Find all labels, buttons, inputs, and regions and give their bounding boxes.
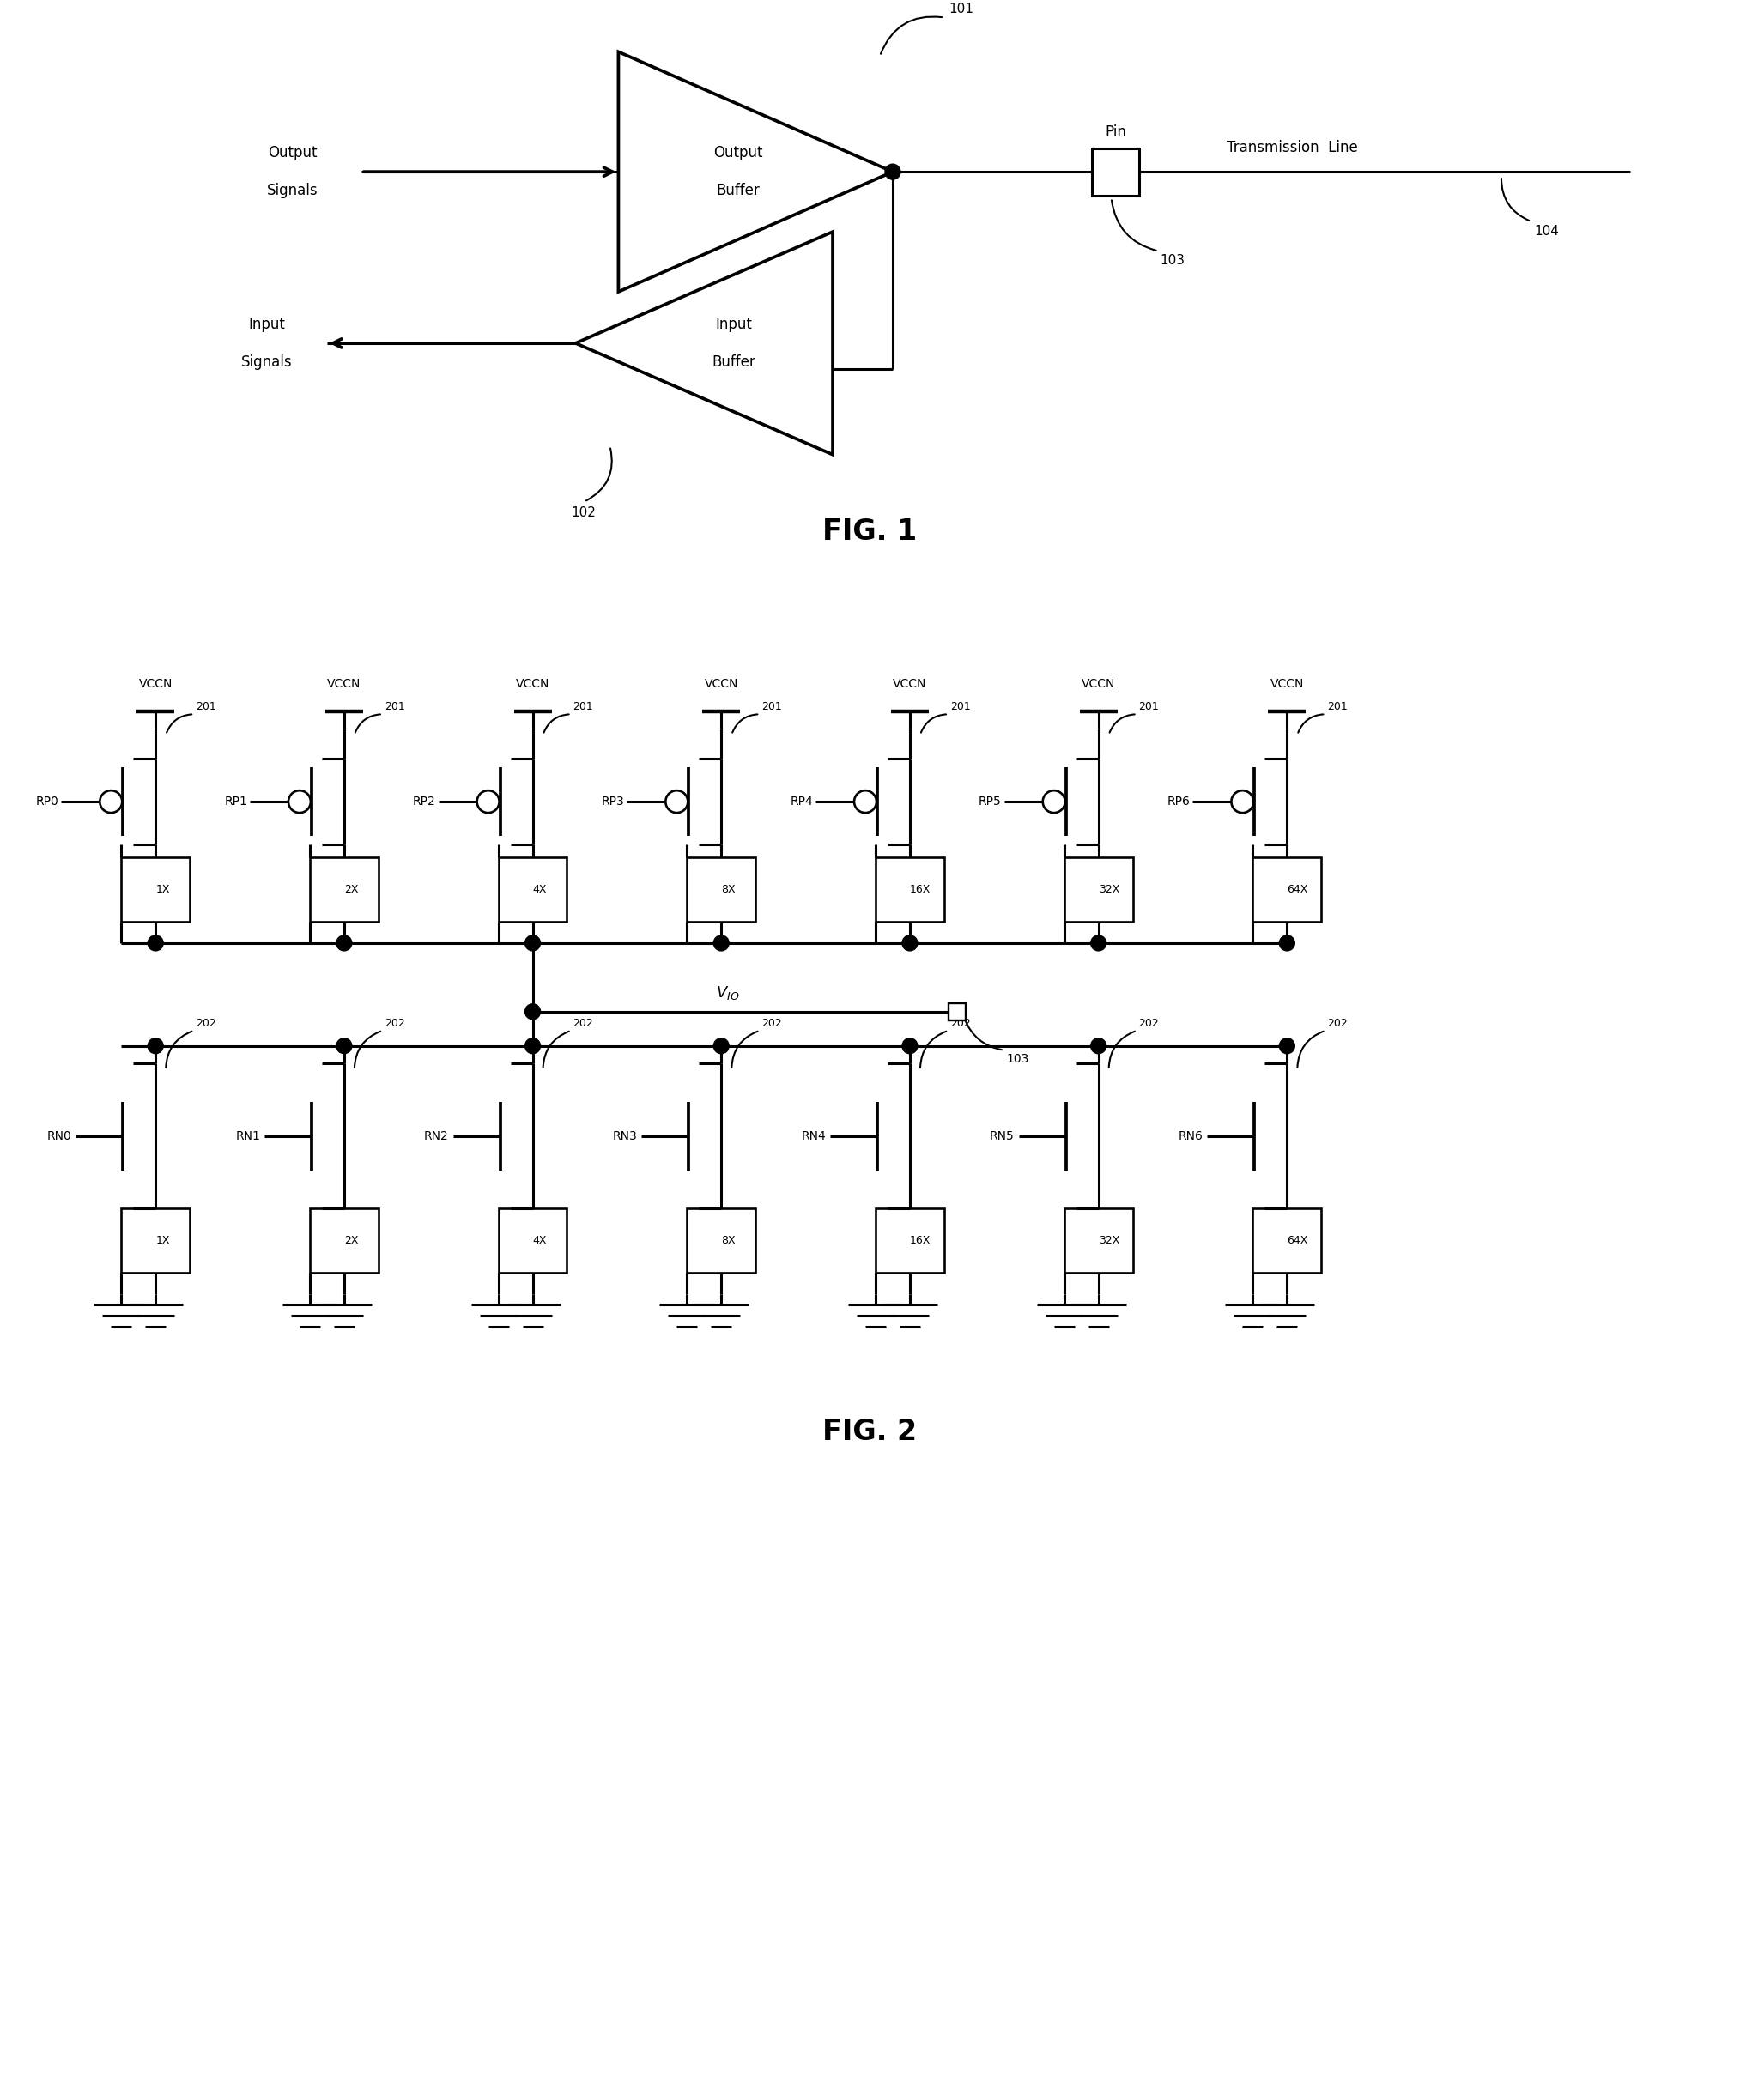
Circle shape <box>901 1037 917 1054</box>
Text: 201: 201 <box>1138 701 1159 712</box>
Text: 64X: 64X <box>1288 1235 1308 1247</box>
Text: 201: 201 <box>385 701 405 712</box>
Text: 32X: 32X <box>1098 1235 1119 1247</box>
Bar <box>687 857 755 922</box>
Text: RP1: RP1 <box>224 796 247 809</box>
Text: 4X: 4X <box>532 1235 546 1247</box>
Text: 32X: 32X <box>1098 884 1119 895</box>
Text: 103: 103 <box>1161 254 1185 267</box>
Text: 202: 202 <box>572 1019 593 1029</box>
Text: Transmission  Line: Transmission Line <box>1227 141 1359 155</box>
Circle shape <box>713 1037 729 1054</box>
Text: 202: 202 <box>1328 1019 1349 1029</box>
Text: 201: 201 <box>762 701 781 712</box>
Text: RN2: RN2 <box>425 1130 449 1142</box>
Text: RP5: RP5 <box>978 796 1002 809</box>
Text: RP3: RP3 <box>602 796 625 809</box>
Text: 104: 104 <box>1535 225 1559 237</box>
Circle shape <box>525 934 541 951</box>
Text: 1X: 1X <box>155 1235 171 1247</box>
Text: 2X: 2X <box>345 1235 358 1247</box>
Circle shape <box>1279 1037 1295 1054</box>
Bar <box>1093 149 1140 195</box>
Bar <box>1253 1210 1321 1273</box>
Text: Output: Output <box>268 145 317 162</box>
Text: 201: 201 <box>950 701 971 712</box>
Text: 202: 202 <box>385 1019 405 1029</box>
Text: VCCN: VCCN <box>1270 678 1303 691</box>
Bar <box>122 1210 190 1273</box>
Text: 8X: 8X <box>722 1235 736 1247</box>
Text: VCCN: VCCN <box>327 678 360 691</box>
Bar <box>498 1210 567 1273</box>
Bar <box>1065 857 1133 922</box>
Bar <box>875 857 945 922</box>
Text: VCCN: VCCN <box>1082 678 1115 691</box>
Circle shape <box>336 1037 351 1054</box>
Text: 16X: 16X <box>910 1235 931 1247</box>
Bar <box>875 1210 945 1273</box>
Text: VCCN: VCCN <box>893 678 927 691</box>
Text: VCCN: VCCN <box>705 678 738 691</box>
Text: RN1: RN1 <box>235 1130 259 1142</box>
Bar <box>498 857 567 922</box>
Text: 64X: 64X <box>1288 884 1308 895</box>
Bar <box>687 1210 755 1273</box>
Circle shape <box>901 934 917 951</box>
Text: 201: 201 <box>1328 701 1349 712</box>
Text: Pin: Pin <box>1105 124 1126 139</box>
Text: Input: Input <box>249 317 285 332</box>
Text: VCCN: VCCN <box>515 678 550 691</box>
Text: Input: Input <box>715 317 752 332</box>
Text: RN4: RN4 <box>800 1130 827 1142</box>
Text: RN0: RN0 <box>47 1130 71 1142</box>
Text: Buffer: Buffer <box>717 183 760 197</box>
Circle shape <box>148 1037 164 1054</box>
Circle shape <box>886 164 900 179</box>
Text: RP4: RP4 <box>790 796 813 809</box>
Bar <box>1253 857 1321 922</box>
Text: RN3: RN3 <box>612 1130 637 1142</box>
Text: 102: 102 <box>571 506 597 519</box>
Text: RP6: RP6 <box>1168 796 1190 809</box>
Circle shape <box>1091 934 1107 951</box>
Circle shape <box>713 934 729 951</box>
Text: FIG. 1: FIG. 1 <box>823 517 917 546</box>
Text: VCCN: VCCN <box>139 678 172 691</box>
Text: $V_{IO}$: $V_{IO}$ <box>715 985 740 1002</box>
Bar <box>1065 1210 1133 1273</box>
Text: 2X: 2X <box>345 884 358 895</box>
Text: Output: Output <box>713 145 764 162</box>
Bar <box>122 857 190 922</box>
Text: 202: 202 <box>1138 1019 1159 1029</box>
Circle shape <box>1091 1037 1107 1054</box>
Text: 103: 103 <box>1007 1052 1030 1065</box>
Text: 202: 202 <box>197 1019 216 1029</box>
Text: Signals: Signals <box>266 183 318 197</box>
Circle shape <box>336 934 351 951</box>
Text: 202: 202 <box>950 1019 971 1029</box>
Circle shape <box>525 1037 541 1054</box>
Text: 4X: 4X <box>532 884 546 895</box>
Circle shape <box>1279 934 1295 951</box>
Bar <box>948 1004 966 1021</box>
Text: RP0: RP0 <box>37 796 59 809</box>
Bar <box>310 857 378 922</box>
Circle shape <box>525 1004 541 1018</box>
Text: Buffer: Buffer <box>712 355 755 370</box>
Text: 201: 201 <box>197 701 216 712</box>
Bar <box>310 1210 378 1273</box>
Text: RN5: RN5 <box>990 1130 1014 1142</box>
Text: RP2: RP2 <box>412 796 435 809</box>
Text: Signals: Signals <box>242 355 292 370</box>
Circle shape <box>148 934 164 951</box>
Text: 1X: 1X <box>155 884 171 895</box>
Text: 201: 201 <box>572 701 593 712</box>
Text: 202: 202 <box>762 1019 781 1029</box>
Text: 101: 101 <box>948 2 973 17</box>
Text: 8X: 8X <box>722 884 736 895</box>
Text: 16X: 16X <box>910 884 931 895</box>
Text: RN6: RN6 <box>1178 1130 1202 1142</box>
Text: FIG. 2: FIG. 2 <box>823 1418 917 1445</box>
